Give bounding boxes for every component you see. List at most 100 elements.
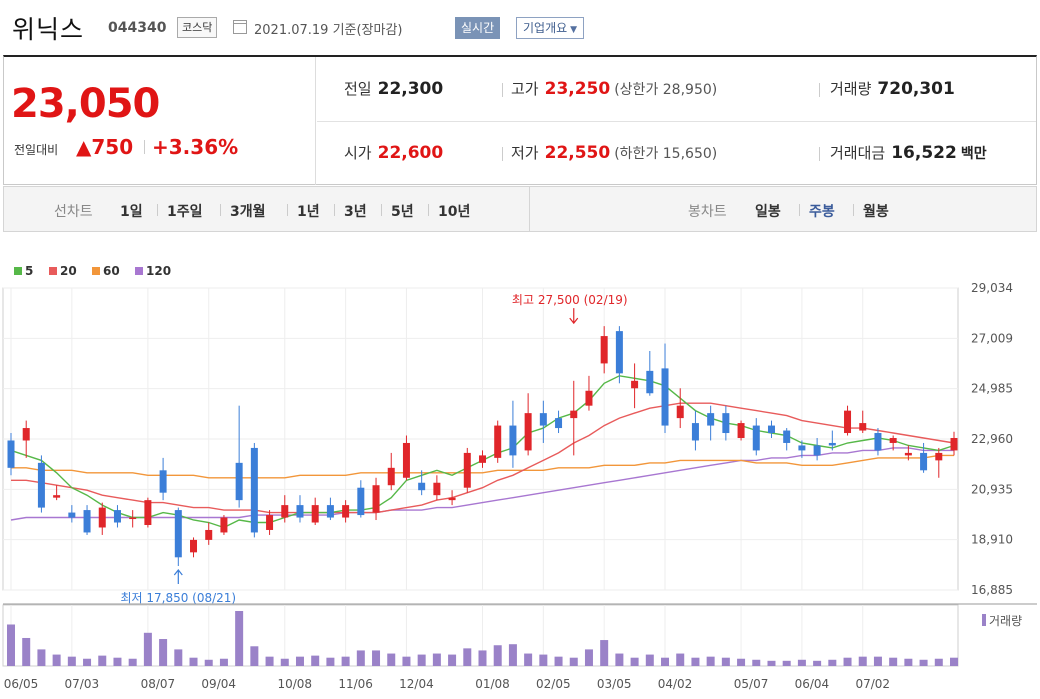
volume-bar [691, 657, 700, 666]
volume-bar [782, 660, 791, 666]
candle-body [22, 428, 30, 441]
candle-body [250, 447, 258, 533]
legend-label: 60 [103, 264, 120, 278]
candle-body [113, 510, 121, 523]
period-5y[interactable]: 5년 [391, 204, 414, 220]
volume-bar [630, 657, 639, 666]
candle-body [722, 413, 730, 434]
divider [799, 204, 800, 216]
volume-bar [600, 640, 609, 666]
high-annotation: 최고 27,500 (02/19) [512, 293, 628, 307]
candle-weekly[interactable]: 주봉 [809, 204, 835, 220]
candle-body [631, 380, 639, 389]
candle-body [524, 413, 532, 451]
volume-bar [843, 657, 852, 666]
volume-bar [676, 653, 685, 666]
y-tick-label: 24,985 [971, 382, 1013, 396]
stock-code: 044340 [108, 20, 167, 36]
x-tick-label: 04/02 [658, 677, 693, 691]
divider [502, 83, 503, 97]
x-tick-label: 06/04 [795, 677, 830, 691]
legend-label: 5 [25, 264, 33, 278]
volume-bar [159, 639, 168, 666]
x-tick-label: 09/04 [201, 677, 236, 691]
candle-body [859, 423, 867, 431]
volume-bar [615, 653, 624, 666]
x-tick-label: 02/05 [536, 677, 571, 691]
lower-limit: (하한가 15,650) [614, 146, 718, 162]
candle-monthly[interactable]: 월봉 [863, 204, 889, 220]
candle-daily[interactable]: 일봉 [755, 204, 781, 220]
company-overview-label: 기업개요 [523, 21, 568, 35]
high-price: 고가 23,250 (상한가 28,950) [511, 78, 717, 99]
candle-body [889, 437, 897, 443]
candle-body [676, 405, 684, 419]
change-percent: +3.36% [152, 135, 239, 159]
company-overview-dropdown[interactable]: 기업개요 ▼ [516, 17, 585, 39]
candle-body [585, 390, 593, 406]
line-chart-label: 선차트 [54, 204, 93, 220]
legend-label: 120 [146, 264, 171, 278]
volume-bar [326, 657, 335, 666]
candle-body [539, 413, 547, 426]
period-3y[interactable]: 3년 [344, 204, 367, 220]
volume-bar [828, 659, 837, 666]
volume-bar [539, 654, 548, 666]
volume-bar [417, 654, 426, 666]
volume-bar [341, 656, 350, 666]
period-1y[interactable]: 1년 [297, 204, 320, 220]
x-tick-label: 07/03 [65, 677, 100, 691]
x-tick-label: 11/06 [338, 677, 373, 691]
candle-body [205, 529, 213, 540]
volume-bar [645, 654, 654, 666]
period-1w[interactable]: 1주일 [167, 204, 203, 220]
volume-bar [950, 657, 958, 666]
y-tick-label: 18,910 [971, 533, 1013, 547]
x-tick-label: 10/08 [277, 677, 312, 691]
volume-bar [767, 660, 776, 666]
period-3m[interactable]: 3개월 [230, 204, 266, 220]
amount-label: 거래대금 [830, 144, 886, 162]
divider [853, 204, 854, 216]
high-arrow [569, 308, 579, 325]
candle-body [326, 505, 334, 518]
candle-body [7, 440, 15, 468]
candle-body [220, 517, 228, 533]
candle-body [296, 505, 304, 518]
volume-bar [813, 660, 822, 666]
candle-body [281, 505, 289, 518]
volume-bar [661, 657, 670, 666]
period-10y[interactable]: 10년 [438, 204, 471, 220]
ma120-line [10, 447, 954, 521]
market-badge: 코스닥 [177, 17, 218, 38]
divider [381, 204, 382, 216]
prev-close-value: 22,300 [377, 79, 444, 99]
volume-bar [797, 659, 806, 666]
candle-body [767, 425, 775, 434]
candle-body [235, 462, 243, 501]
candle-body [600, 336, 608, 364]
candle-body [935, 452, 943, 461]
volume-bar [52, 654, 61, 666]
candle-body [615, 331, 623, 374]
change-value: ▲750 [76, 135, 134, 159]
amount-unit: 백만 [960, 146, 987, 162]
volume-bar [873, 656, 882, 666]
y-tick-label: 16,885 [971, 583, 1013, 597]
candle-body [37, 462, 45, 508]
candle-body [129, 517, 137, 520]
period-1d[interactable]: 1일 [120, 204, 143, 220]
volume-bar [128, 658, 137, 666]
volume-bar [752, 659, 761, 666]
volume-bar [174, 649, 183, 666]
volume-bar [569, 657, 578, 666]
candle-body [357, 487, 365, 516]
volume-bar [463, 648, 472, 666]
candle-body [98, 507, 106, 528]
divider [819, 147, 820, 161]
volume-bar [554, 656, 563, 666]
divider [529, 187, 530, 231]
volume-bar [204, 659, 213, 666]
realtime-button[interactable]: 실시간 [455, 17, 501, 39]
upper-limit: (상한가 28,950) [614, 82, 718, 98]
